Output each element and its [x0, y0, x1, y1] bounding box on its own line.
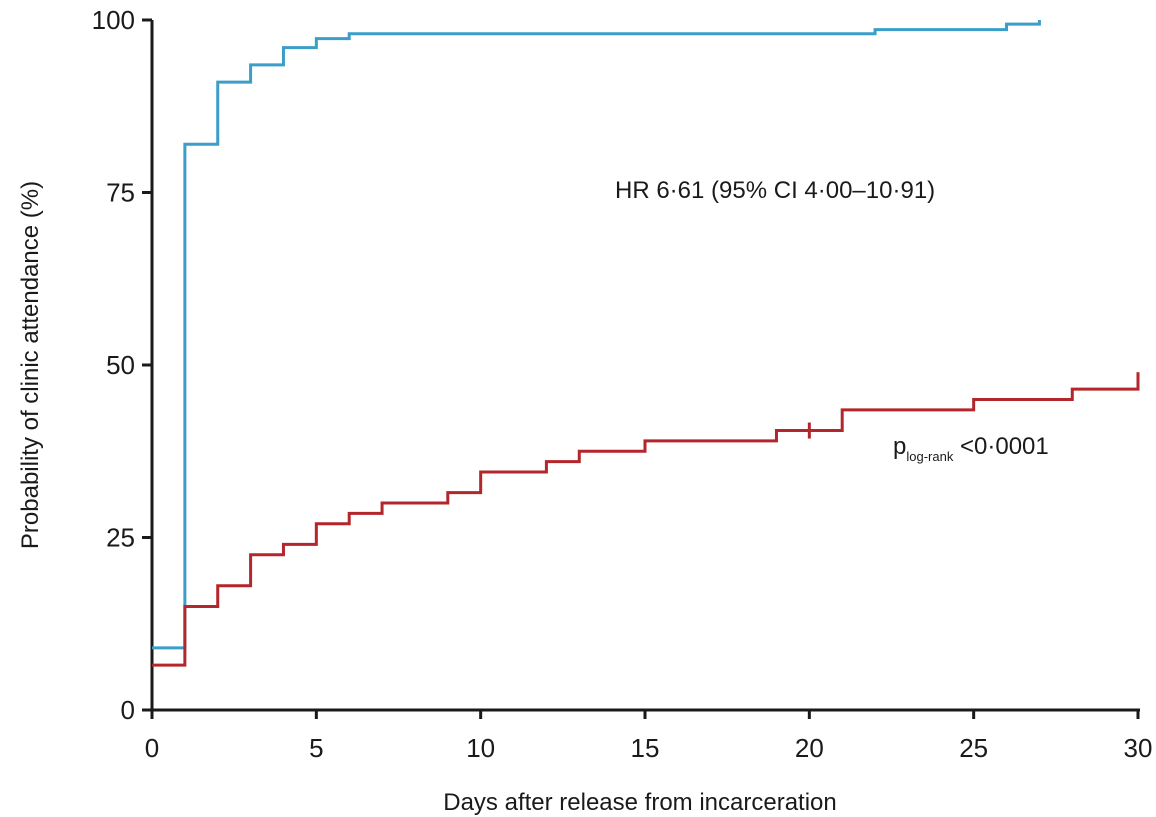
- p-value: <0·0001: [953, 433, 1048, 460]
- y-axis-title: Probability of clinic attendance (%): [17, 181, 44, 549]
- series-2-step-line: [152, 380, 1140, 667]
- x-tick-label: 15: [631, 733, 660, 763]
- axes: [150, 20, 1140, 712]
- y-tick-label: 25: [106, 523, 135, 553]
- x-tick-label: 25: [959, 733, 988, 763]
- x-axis-title: Days after release from incarceration: [443, 789, 837, 816]
- p-symbol: p: [893, 433, 906, 460]
- x-tick-label: 20: [795, 733, 824, 763]
- hazard-ratio-annotation: HR 6·61 (95% CI 4·00–10·91): [615, 177, 935, 204]
- y-tick-label: 75: [106, 178, 135, 208]
- y-tick-label: 0: [121, 695, 135, 725]
- y-tick-label: 100: [92, 5, 135, 35]
- series-1-step-line: [152, 20, 1041, 650]
- ticks: 0 5 10 15 20 25 30 0 25 50 75 100: [92, 5, 1153, 763]
- x-tick-label: 30: [1124, 733, 1153, 763]
- y-tick-label: 50: [106, 350, 135, 380]
- series: [152, 20, 1140, 667]
- x-tick-label: 0: [145, 733, 159, 763]
- p-subscript: log-rank: [906, 449, 953, 464]
- x-tick-label: 10: [466, 733, 495, 763]
- x-tick-label: 5: [309, 733, 323, 763]
- p-value-annotation: plog-rank <0·0001: [893, 433, 1049, 464]
